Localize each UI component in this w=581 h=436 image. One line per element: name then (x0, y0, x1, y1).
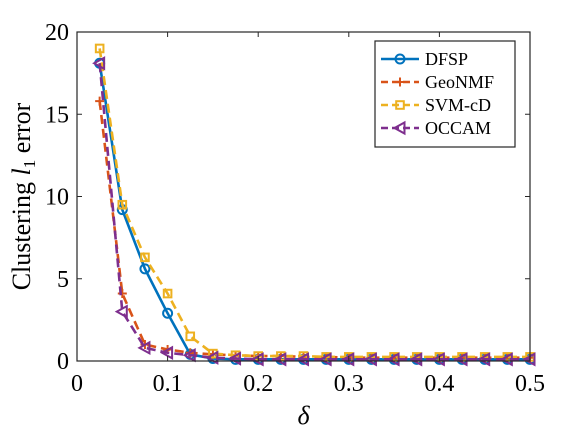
legend-marker (395, 100, 405, 110)
data-point (140, 252, 150, 263)
x-tick-label: 0.4 (424, 371, 454, 397)
y-tick-label: 10 (45, 185, 69, 211)
x-tick-label: 0.5 (515, 371, 545, 397)
data-point (499, 352, 513, 367)
ticks-layer: 0 0.1 0.2 0.3 0.4 0.5 0 5 10 15 20 (45, 20, 545, 397)
y-tick-label: 0 (57, 349, 69, 375)
data-point (137, 340, 151, 356)
data-point (185, 331, 196, 342)
legend-item: OCCAM (381, 118, 491, 138)
data-point (95, 96, 105, 106)
legend-item: DFSP (381, 49, 468, 69)
data-point (273, 352, 287, 367)
data-point (117, 289, 127, 299)
legend-label: OCCAM (425, 118, 491, 138)
data-point (117, 199, 128, 210)
x-tick-label: 0 (71, 371, 83, 397)
legend-marker (395, 77, 405, 87)
y-axis-label: Clustering l1 error (7, 102, 39, 290)
x-tick-label: 0.2 (243, 371, 273, 397)
x-tick-label: 0.1 (153, 371, 183, 397)
legend: DFSP GeoNMF SVM-cD OCCAM (374, 40, 516, 148)
y-tick-label: 20 (45, 20, 69, 46)
x-axis-label: δ (297, 401, 310, 430)
data-point (160, 345, 174, 360)
legend-item: SVM-cD (381, 95, 491, 115)
y-axis-label-var: l (7, 168, 36, 175)
y-tick-label: 5 (57, 267, 69, 293)
data-point (114, 304, 128, 319)
data-point (295, 352, 309, 367)
y-tick-label: 15 (45, 102, 69, 128)
legend-label: DFSP (425, 49, 468, 69)
y-axis-label-sub: 1 (20, 160, 39, 169)
data-point (182, 348, 196, 363)
legend-marker (394, 53, 406, 65)
data-point (162, 288, 173, 299)
y-axis-label-prefix: Clustering (7, 175, 36, 290)
data-point (139, 263, 151, 275)
data-point (318, 352, 332, 367)
legend-label: GeoNMF (425, 72, 494, 92)
data-point (454, 352, 468, 367)
data-point (386, 352, 400, 367)
legend-item: GeoNMF (381, 72, 494, 92)
data-point (94, 43, 105, 54)
data-point (162, 307, 174, 319)
legend-marker (392, 120, 406, 136)
data-point (409, 352, 423, 367)
x-tick-label: 0.3 (334, 371, 364, 397)
y-axis-label-suffix: error (7, 102, 36, 159)
legend-label: SVM-cD (425, 95, 491, 115)
data-point (363, 352, 377, 367)
data-point (477, 352, 491, 367)
data-point (92, 56, 106, 71)
